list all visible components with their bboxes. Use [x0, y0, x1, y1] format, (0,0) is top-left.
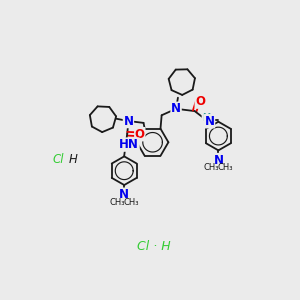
- Text: CH₃: CH₃: [110, 198, 125, 207]
- Text: H: H: [69, 153, 78, 166]
- Text: HN: HN: [119, 138, 139, 151]
- Text: CH₃: CH₃: [204, 163, 219, 172]
- Text: H: H: [202, 113, 210, 123]
- Text: N: N: [205, 115, 214, 128]
- Text: N: N: [123, 115, 134, 128]
- Text: N: N: [119, 188, 129, 201]
- Text: CH₃: CH₃: [218, 163, 233, 172]
- Text: Cl · H: Cl · H: [137, 240, 171, 253]
- Text: O: O: [195, 95, 205, 108]
- Text: CH₃: CH₃: [123, 198, 139, 207]
- Text: N: N: [171, 102, 181, 115]
- Text: Cl: Cl: [53, 153, 64, 166]
- Text: O: O: [135, 128, 145, 141]
- Text: N: N: [213, 154, 224, 166]
